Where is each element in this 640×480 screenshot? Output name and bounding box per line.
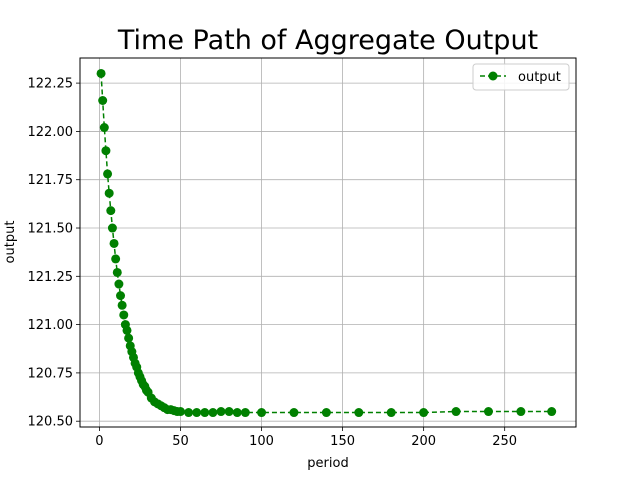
data-point xyxy=(109,238,119,248)
y-axis: 120.50 120.75 121.00 121.25 121.50 121.75 122.… xyxy=(28,77,80,430)
data-point xyxy=(103,169,113,179)
grid xyxy=(80,58,576,427)
data-point xyxy=(101,146,111,156)
y-tick-label: 121.00 xyxy=(28,318,74,333)
x-tick-label: 50 xyxy=(172,434,189,449)
y-tick-label: 122.00 xyxy=(28,125,74,140)
legend-marker xyxy=(488,71,498,81)
data-point xyxy=(419,408,429,418)
data-point xyxy=(116,291,126,301)
data-point xyxy=(216,407,226,417)
y-tick-label: 121.50 xyxy=(28,222,74,237)
data-point xyxy=(547,407,557,417)
data-point xyxy=(119,310,129,320)
x-tick-label: 250 xyxy=(492,434,517,449)
chart-title: Time Path of Aggregate Output xyxy=(117,25,538,56)
y-tick-label: 120.75 xyxy=(28,366,74,381)
data-point xyxy=(114,279,124,289)
data-point xyxy=(98,96,108,105)
data-point xyxy=(232,408,242,418)
legend-box xyxy=(472,63,570,91)
data-point xyxy=(106,206,116,216)
x-tick-label: 200 xyxy=(411,434,436,449)
data-point xyxy=(257,408,267,418)
data-point xyxy=(124,333,134,343)
y-tick-label: 121.25 xyxy=(28,270,74,285)
y-tick-label: 120.50 xyxy=(28,415,74,430)
data-point xyxy=(354,408,364,418)
series-layer xyxy=(96,68,557,418)
data-point xyxy=(176,407,185,417)
data-point xyxy=(321,408,331,418)
data-point xyxy=(184,408,194,418)
data-point xyxy=(117,300,127,310)
x-tick-label: 100 xyxy=(249,434,274,449)
data-point xyxy=(208,408,218,418)
data-point xyxy=(240,408,250,418)
x-axis-label: period xyxy=(307,456,348,471)
x-tick-label: 0 xyxy=(95,434,103,449)
data-point xyxy=(451,407,461,417)
legend: output xyxy=(472,63,570,91)
data-point xyxy=(107,223,117,233)
x-tick-label: 150 xyxy=(330,434,355,449)
data-point xyxy=(111,254,121,264)
data-point xyxy=(99,123,109,133)
y-tick-label: 122.25 xyxy=(28,77,74,92)
data-point xyxy=(192,408,202,418)
data-point xyxy=(386,408,396,418)
data-point xyxy=(96,68,106,78)
data-point xyxy=(483,407,493,417)
legend-label: output xyxy=(518,70,561,85)
y-tick-label: 121.75 xyxy=(28,173,74,188)
data-point xyxy=(289,408,299,418)
data-point xyxy=(112,267,122,277)
plot-frame xyxy=(79,57,577,428)
y-axis-label: output xyxy=(3,221,18,264)
data-point xyxy=(224,407,234,417)
data-point xyxy=(516,407,526,417)
data-point xyxy=(104,188,114,198)
data-point xyxy=(122,325,132,335)
x-axis: 0 50 100 150 200 250 xyxy=(95,427,517,449)
data-point xyxy=(200,408,210,418)
